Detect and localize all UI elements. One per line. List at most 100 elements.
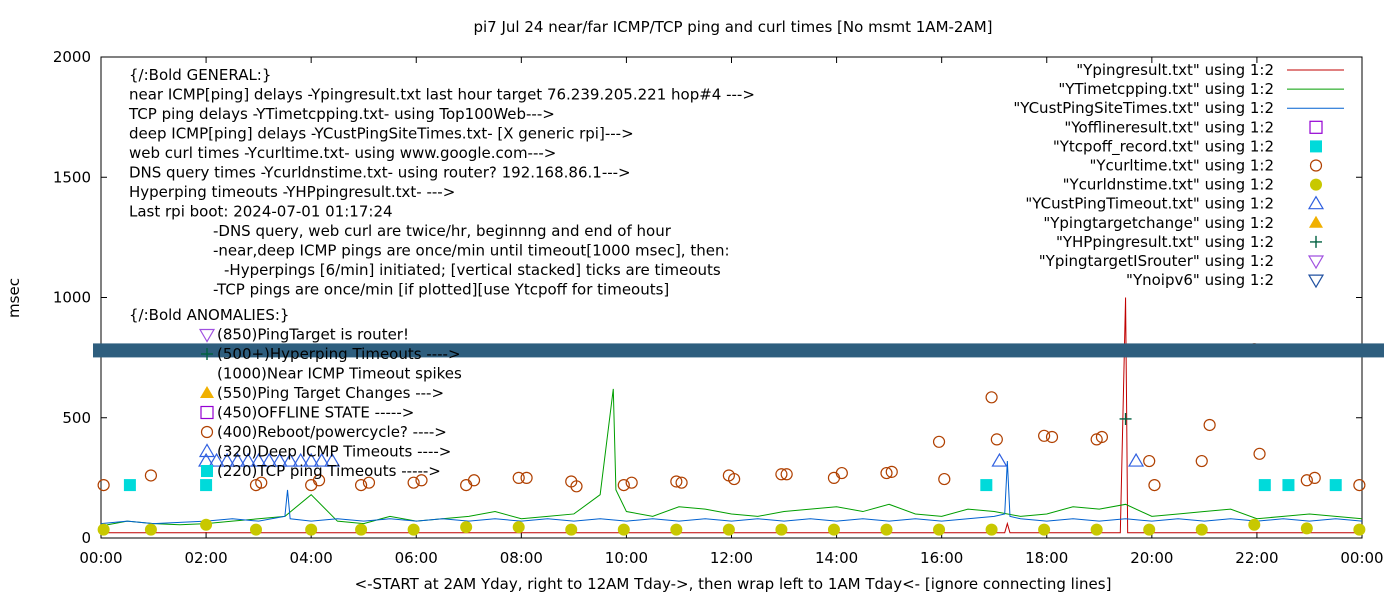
data-point: [1038, 523, 1051, 536]
data-point: [271, 452, 288, 467]
data-point: [1248, 518, 1261, 531]
data-point: [97, 523, 110, 536]
data-point: [1195, 523, 1208, 536]
annotation-line: (850)PingTarget is router!: [217, 326, 409, 344]
anomaly-marker: [201, 348, 213, 360]
x-tick-label: 06:00: [395, 549, 438, 567]
series-1: [100, 388, 1363, 527]
series-line: [100, 388, 1363, 527]
data-point: [835, 466, 848, 480]
data-point: [1353, 478, 1366, 492]
data-point: [460, 478, 473, 492]
plot-area: 00:00 02:00 04:00 06:00 08:00 10:00 12:00 14:00…: [53, 48, 1384, 567]
legend-label: "YpingtargetISrouter" using 1:2: [1039, 252, 1274, 270]
chart-title: pi7 Jul 24 near/far ICMP/TCP ping and cu…: [473, 18, 992, 36]
data-point: [880, 466, 893, 480]
data-point: [1258, 479, 1271, 492]
annotation-line: TCP ping delays -YTimetcpping.txt- using…: [128, 105, 555, 123]
series-band: [93, 343, 1384, 358]
data-point: [991, 452, 1008, 467]
legend-swatch: [1307, 195, 1325, 210]
data-point: [827, 471, 841, 484]
anomaly-marker: [200, 386, 214, 398]
data-point: [200, 518, 213, 531]
annotation-line: (1000)Near ICMP Timeout spikes: [217, 365, 462, 383]
data-point: [292, 452, 309, 467]
legend: "Ypingresult.txt" using 1:2"YTimetcpping…: [1013, 61, 1344, 289]
data-point: [305, 523, 318, 536]
series-5: [97, 518, 1366, 536]
legend-label: "Ypingtargetchange" using 1:2: [1043, 214, 1274, 232]
x-axis-label: <-START at 2AM Yday, right to 12AM Tday-…: [355, 575, 1112, 593]
anomaly-marker: [200, 405, 214, 420]
data-point: [1329, 479, 1342, 492]
data-point: [282, 452, 299, 467]
legend-swatch: [1307, 255, 1325, 270]
data-point: [980, 479, 993, 492]
legend-label: "Ycurltime.txt" using 1:2: [1089, 157, 1274, 175]
data-point: [722, 523, 735, 536]
data-point: [985, 523, 998, 536]
data-point: [1253, 447, 1266, 460]
annotation-line: (320)Deep ICMP Timeouts ---->: [217, 443, 451, 461]
series-line: [100, 461, 1363, 525]
data-point: [990, 433, 1003, 446]
data-point: [313, 452, 330, 467]
y-tick-label: 1500: [53, 168, 91, 186]
y-axis-label: msec: [5, 278, 23, 318]
data-point: [1300, 522, 1313, 535]
legend-swatch: [1310, 235, 1322, 248]
data-point: [324, 452, 341, 467]
series-8: [93, 343, 1384, 358]
data-point: [123, 479, 136, 492]
data-point: [985, 391, 998, 404]
data-point: [407, 476, 420, 489]
data-point: [1090, 523, 1103, 536]
x-tick-label: 02:00: [184, 549, 227, 567]
legend-label: "Yofflineresult.txt" using 1:2: [1064, 118, 1274, 136]
x-tick-label: 22:00: [1235, 549, 1278, 567]
x-tick-label: 12:00: [710, 549, 753, 567]
data-point: [1119, 412, 1132, 425]
series-6: [198, 452, 1145, 467]
data-point: [1148, 478, 1161, 492]
data-point: [219, 452, 236, 467]
annotation-line: web curl times -Ycurltime.txt- using www…: [129, 144, 556, 162]
annotation-line: (400)Reboot/powercycle? ---->: [217, 423, 447, 441]
anomaly-marker: [200, 425, 214, 439]
x-tick-label: 16:00: [920, 549, 963, 567]
anomaly-marker: [198, 328, 216, 343]
data-point: [570, 480, 583, 493]
annotation-line: (450)OFFLINE STATE ----->: [217, 404, 414, 422]
annotation-line: {/:Bold GENERAL:}: [129, 66, 271, 84]
x-tick-label: 00:00: [1340, 549, 1383, 567]
series-3: [123, 479, 1342, 492]
data-point: [355, 523, 368, 536]
legend-label: "Ycurldnstime.txt" using 1:2: [1063, 176, 1274, 194]
x-tick-label: 18:00: [1025, 549, 1068, 567]
legend-label: "YHPpingresult.txt" using 1:2: [1056, 233, 1274, 251]
data-point: [255, 476, 268, 489]
data-point: [200, 479, 213, 492]
data-point: [1282, 479, 1295, 492]
data-point: [97, 478, 110, 492]
y-tick-label: 2000: [53, 48, 91, 66]
y-tick-label: 0: [81, 529, 91, 547]
data-point: [1308, 471, 1321, 484]
x-tick-label: 14:00: [815, 549, 858, 567]
data-point: [1045, 430, 1059, 444]
data-point: [512, 471, 525, 484]
annotation-line: (550)Ping Target Changes --->: [217, 384, 444, 402]
data-point: [312, 474, 326, 487]
data-point: [938, 472, 951, 486]
data-point: [675, 476, 688, 489]
data-point: [1300, 474, 1313, 487]
legend-label: "Ypingresult.txt" using 1:2: [1076, 61, 1274, 79]
data-point: [670, 523, 683, 536]
data-point: [617, 523, 630, 536]
anomaly-marker: [201, 465, 213, 477]
data-point: [617, 478, 630, 492]
annotation-line: -Hyperpings [6/min] initiated; [vertical…: [224, 261, 721, 279]
y-tick-label: 500: [62, 409, 91, 427]
